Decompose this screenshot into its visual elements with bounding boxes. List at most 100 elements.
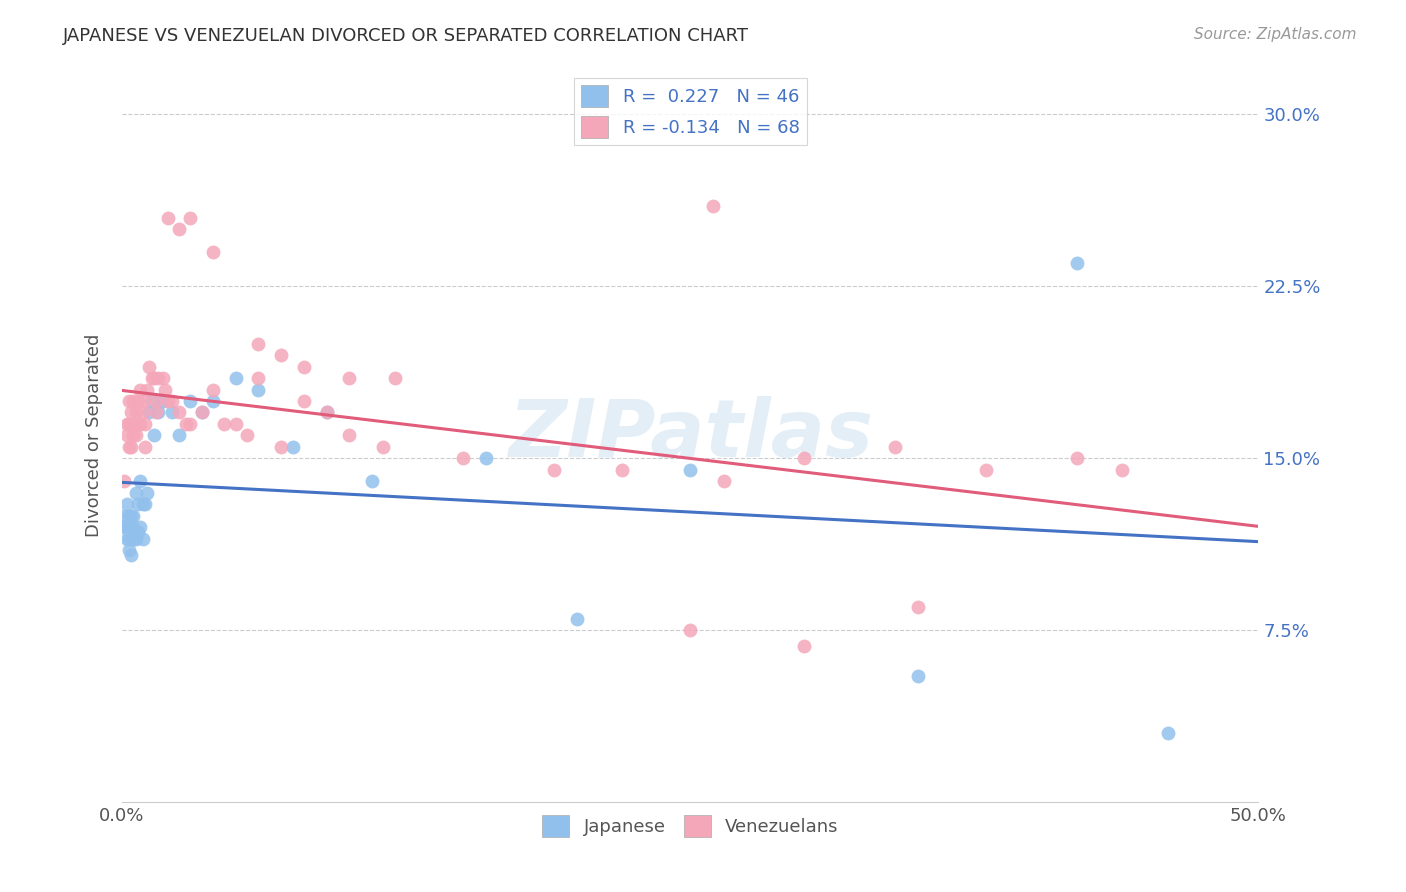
Point [384,371,406,385]
Point [174,417,197,431]
Point [451,451,474,466]
Text: JAPANESE VS VENEZUELAN DIVORCED OR SEPARATED CORRELATION CHART: JAPANESE VS VENEZUELAN DIVORCED OR SEPAR… [63,27,749,45]
Point [115,520,138,534]
Point [134,394,156,409]
Point [118,520,141,534]
Point [292,394,315,409]
Point [152,371,174,385]
Point [1156,726,1178,740]
Point [565,612,588,626]
Point [543,463,565,477]
Point [145,394,167,409]
Point [907,600,929,615]
Point [160,405,183,419]
Point [474,451,496,466]
Point [713,475,735,489]
Point [122,417,145,431]
Point [201,244,224,259]
Point [115,417,138,431]
Point [679,463,702,477]
Point [115,497,138,511]
Point [702,199,724,213]
Point [141,371,163,385]
Point [142,428,165,442]
Point [118,532,141,546]
Point [120,405,142,419]
Point [214,417,236,431]
Point [112,520,135,534]
Point [131,497,153,511]
Point [120,548,142,562]
Point [122,508,145,523]
Point [247,383,270,397]
Point [125,405,148,419]
Point [125,428,148,442]
Point [1066,451,1088,466]
Point [236,428,259,442]
Point [152,394,174,409]
Point [131,405,153,419]
Point [118,508,141,523]
Point [225,417,247,431]
Point [127,394,149,409]
Point [156,211,179,225]
Point [167,222,190,236]
Point [373,440,395,454]
Point [122,520,145,534]
Point [679,624,702,638]
Point [337,428,360,442]
Y-axis label: Divorced or Separated: Divorced or Separated [86,334,103,537]
Point [134,497,156,511]
Point [134,440,156,454]
Point [142,371,165,385]
Legend: Japanese, Venezuelans: Japanese, Venezuelans [534,808,846,845]
Point [167,428,190,442]
Point [793,451,815,466]
Point [118,394,141,409]
Point [225,371,247,385]
Point [974,463,997,477]
Point [610,463,633,477]
Point [112,508,135,523]
Point [115,428,138,442]
Point [907,669,929,683]
Point [122,532,145,546]
Point [292,359,315,374]
Point [129,417,152,431]
Point [134,417,156,431]
Point [179,394,201,409]
Point [120,440,142,454]
Point [118,440,141,454]
Point [127,524,149,539]
Point [148,405,170,419]
Point [118,417,141,431]
Point [129,520,152,534]
Point [281,440,304,454]
Point [883,440,905,454]
Point [129,383,152,397]
Point [127,497,149,511]
Point [179,211,201,225]
Point [145,405,167,419]
Point [138,359,160,374]
Point [131,532,153,546]
Point [129,475,152,489]
Point [270,348,292,362]
Point [201,394,224,409]
Point [112,475,135,489]
Point [120,508,142,523]
Point [190,405,212,419]
Point [118,543,141,558]
Point [115,532,138,546]
Point [179,417,201,431]
Point [793,640,815,654]
Point [122,394,145,409]
Point [361,475,384,489]
Point [247,336,270,351]
Point [127,417,149,431]
Point [156,394,179,409]
Point [201,383,224,397]
Point [136,485,159,500]
Point [141,394,163,409]
Point [120,524,142,539]
